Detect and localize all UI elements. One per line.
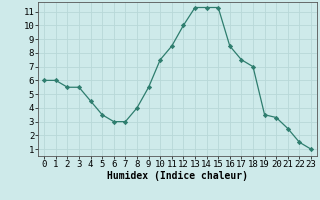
X-axis label: Humidex (Indice chaleur): Humidex (Indice chaleur) bbox=[107, 171, 248, 181]
